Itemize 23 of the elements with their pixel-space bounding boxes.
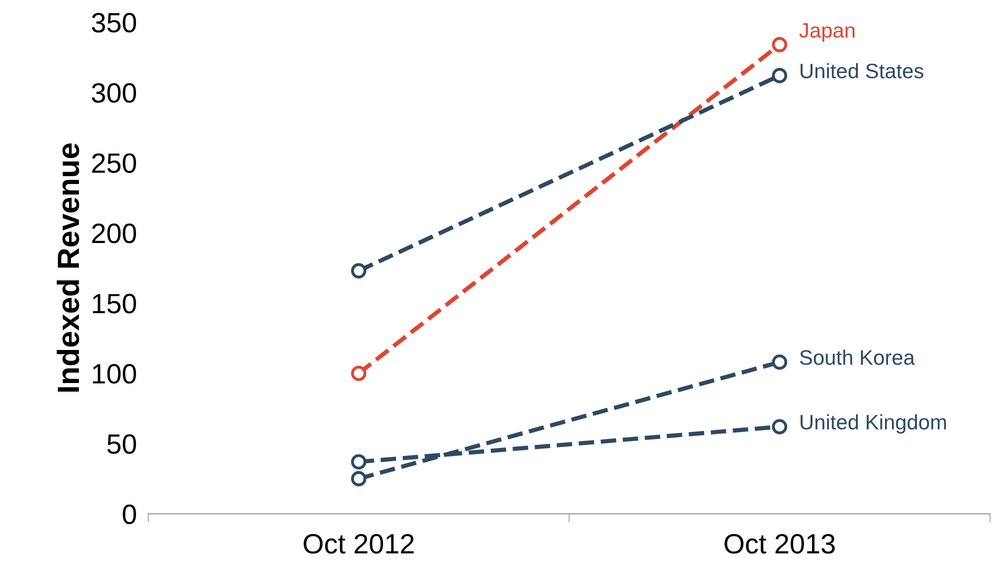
series-label: South Korea — [800, 350, 915, 365]
x-tick-label: Oct 2013 — [724, 534, 835, 554]
point — [772, 419, 788, 434]
point — [351, 366, 366, 381]
point — [772, 37, 788, 52]
y-tick-label: 300 — [92, 83, 136, 103]
y-tick-label: 0 — [122, 504, 136, 524]
y-axis-title: Indexed Revenue — [56, 143, 80, 392]
y-tick-label: 100 — [92, 364, 136, 384]
y-tick-label: 250 — [92, 153, 136, 173]
y-tick-label: 150 — [92, 294, 136, 314]
point — [351, 471, 366, 486]
x-tick-label: Oct 2012 — [304, 534, 414, 554]
series-label: United States — [800, 63, 924, 78]
y-tick-label: 200 — [92, 224, 136, 244]
y-tick-label: 350 — [92, 12, 136, 33]
y-tick-label: 50 — [107, 434, 136, 454]
point — [351, 454, 366, 470]
point — [772, 68, 788, 84]
point — [772, 354, 788, 370]
series-label: Japan — [799, 23, 854, 42]
series-label: United Kingdom — [800, 414, 946, 434]
point — [351, 263, 366, 278]
